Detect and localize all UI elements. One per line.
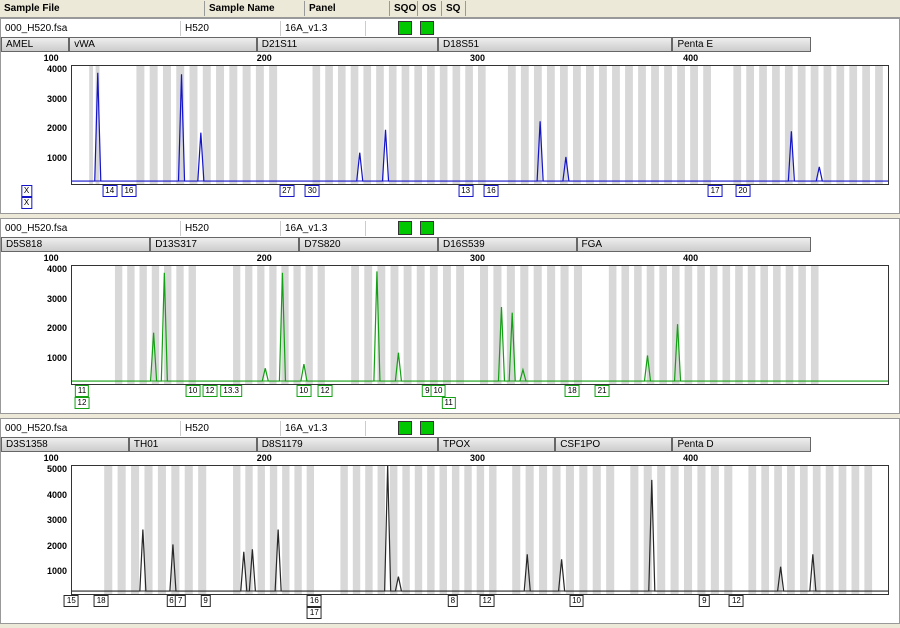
allele-call[interactable]: 20 bbox=[735, 185, 750, 197]
status-indicator bbox=[398, 21, 412, 35]
electropherogram-panel: 000_H520.fsaH52016A_v1.3 D5S818D13S317D7S… bbox=[0, 218, 900, 414]
x-axis-tick: 200 bbox=[257, 53, 272, 63]
x-axis-tick: 100 bbox=[44, 253, 59, 263]
x-axis-tick: 300 bbox=[470, 453, 485, 463]
marker-label[interactable]: Penta E bbox=[672, 37, 811, 52]
header-sample-name[interactable]: Sample Name bbox=[205, 1, 305, 16]
marker-label[interactable]: D8S1179 bbox=[257, 437, 438, 452]
y-axis: 4000 3000 2000 1000 bbox=[1, 265, 71, 385]
panel-value: 16A_v1.3 bbox=[281, 421, 366, 436]
allele-call[interactable]: 16 bbox=[484, 185, 499, 197]
allele-call[interactable]: 21 bbox=[595, 385, 610, 397]
x-axis-tick: 400 bbox=[683, 53, 698, 63]
allele-call[interactable]: 10 bbox=[431, 385, 446, 397]
header-os[interactable]: OS bbox=[418, 1, 442, 16]
header-sq[interactable]: SQ bbox=[442, 1, 466, 16]
sample-name-value: H520 bbox=[181, 221, 281, 236]
sample-file-value: 000_H520.fsa bbox=[1, 221, 181, 236]
y-axis: 5000 4000 3000 2000 1000 bbox=[1, 465, 71, 595]
allele-call[interactable]: 14 bbox=[102, 185, 117, 197]
x-axis-tick: 400 bbox=[683, 453, 698, 463]
marker-label[interactable]: TPOX bbox=[438, 437, 555, 452]
status-indicator bbox=[398, 221, 412, 235]
y-axis-tick: 5000 bbox=[47, 465, 67, 474]
marker-label[interactable]: D7S820 bbox=[299, 237, 438, 252]
marker-label[interactable]: D21S11 bbox=[257, 37, 438, 52]
y-axis-tick: 3000 bbox=[47, 516, 67, 525]
marker-label[interactable]: Penta D bbox=[672, 437, 811, 452]
sample-name-value: H520 bbox=[181, 421, 281, 436]
plot-area[interactable] bbox=[71, 65, 889, 185]
allele-call[interactable]: 12 bbox=[202, 385, 217, 397]
y-axis-tick: 2000 bbox=[47, 324, 67, 333]
plot-area[interactable] bbox=[71, 265, 889, 385]
y-axis-tick: 2000 bbox=[47, 124, 67, 133]
allele-call[interactable]: 13.3 bbox=[220, 385, 242, 397]
marker-label[interactable]: D18S51 bbox=[438, 37, 672, 52]
plot-area[interactable] bbox=[71, 465, 889, 595]
sample-name-value: H520 bbox=[181, 21, 281, 36]
header-panel[interactable]: Panel bbox=[305, 1, 390, 16]
allele-call[interactable]: X bbox=[21, 185, 32, 197]
marker-label[interactable]: vWA bbox=[69, 37, 257, 52]
marker-label[interactable]: D3S1358 bbox=[1, 437, 129, 452]
allele-call[interactable]: 11 bbox=[441, 397, 455, 409]
allele-call[interactable]: 18 bbox=[565, 385, 580, 397]
x-axis-tick: 300 bbox=[470, 253, 485, 263]
marker-label[interactable]: D5S818 bbox=[1, 237, 150, 252]
marker-label[interactable]: TH01 bbox=[129, 437, 257, 452]
allele-call[interactable]: 27 bbox=[279, 185, 294, 197]
status-indicator bbox=[420, 21, 434, 35]
x-axis-tick: 400 bbox=[683, 253, 698, 263]
header-sample-file[interactable]: Sample File bbox=[0, 1, 205, 16]
y-axis: 4000 3000 2000 1000 bbox=[1, 65, 71, 185]
header-sqo[interactable]: SQO bbox=[390, 1, 418, 16]
status-indicator bbox=[420, 421, 434, 435]
y-axis-tick: 3000 bbox=[47, 295, 67, 304]
allele-call[interactable]: 12 bbox=[318, 385, 333, 397]
allele-call[interactable]: 10 bbox=[185, 385, 200, 397]
x-axis-tick: 100 bbox=[44, 53, 59, 63]
sample-file-value: 000_H520.fsa bbox=[1, 421, 181, 436]
y-axis-tick: 2000 bbox=[47, 542, 67, 551]
status-indicator bbox=[398, 421, 412, 435]
electropherogram-panel: 000_H520.fsaH52016A_v1.3 D3S1358TH01D8S11… bbox=[0, 418, 900, 624]
allele-call[interactable]: X bbox=[21, 197, 32, 209]
panel-value: 16A_v1.3 bbox=[281, 221, 366, 236]
y-axis-tick: 4000 bbox=[47, 65, 67, 74]
x-axis-tick: 300 bbox=[470, 53, 485, 63]
marker-label[interactable]: CSF1PO bbox=[555, 437, 672, 452]
y-axis-tick: 4000 bbox=[47, 491, 67, 500]
x-axis-tick: 200 bbox=[257, 453, 272, 463]
marker-label[interactable]: D16S539 bbox=[438, 237, 577, 252]
x-axis-tick: 100 bbox=[44, 453, 59, 463]
allele-call[interactable]: 30 bbox=[305, 185, 320, 197]
y-axis-tick: 3000 bbox=[47, 95, 67, 104]
status-indicator bbox=[420, 221, 434, 235]
marker-label[interactable]: FGA bbox=[577, 237, 811, 252]
allele-call[interactable]: 10 bbox=[296, 385, 311, 397]
allele-call[interactable]: 17 bbox=[708, 185, 723, 197]
allele-call[interactable]: 16 bbox=[121, 185, 136, 197]
marker-label[interactable]: AMEL bbox=[1, 37, 69, 52]
header-row: Sample File Sample Name Panel SQO OS SQ bbox=[0, 0, 900, 18]
electropherogram-panel: 000_H520.fsaH52016A_v1.3 AMELvWAD21S11D18… bbox=[0, 18, 900, 214]
sample-file-value: 000_H520.fsa bbox=[1, 21, 181, 36]
allele-call[interactable]: 13 bbox=[458, 185, 473, 197]
panel-value: 16A_v1.3 bbox=[281, 21, 366, 36]
y-axis-tick: 1000 bbox=[47, 354, 67, 363]
allele-call[interactable]: 17 bbox=[307, 607, 322, 619]
y-axis-tick: 1000 bbox=[47, 567, 67, 576]
marker-label[interactable]: D13S317 bbox=[150, 237, 299, 252]
y-axis-tick: 4000 bbox=[47, 265, 67, 274]
y-axis-tick: 1000 bbox=[47, 154, 67, 163]
allele-call[interactable]: 11 bbox=[75, 385, 89, 397]
allele-call[interactable]: 12 bbox=[75, 397, 90, 409]
x-axis-tick: 200 bbox=[257, 253, 272, 263]
